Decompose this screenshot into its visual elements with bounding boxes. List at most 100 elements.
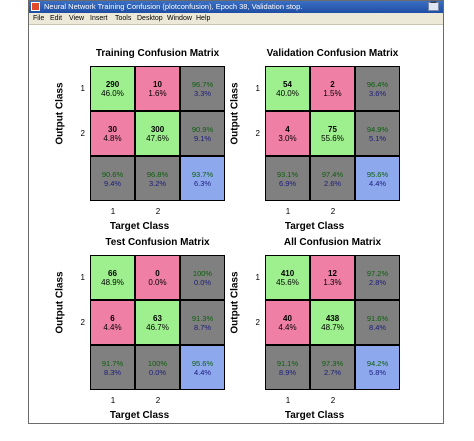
cell-percent: 46.0% xyxy=(101,89,124,98)
cell-count: 438 xyxy=(325,314,340,323)
training-cell-r1-c3: 96.7% 3.3% xyxy=(180,66,225,111)
menu-window[interactable]: Window xyxy=(167,15,192,22)
all-xlabel: Target Class xyxy=(284,410,345,421)
figure-window: Neural Network Training Confusion (plotc… xyxy=(28,0,444,424)
training-xtick: 1 xyxy=(110,207,116,216)
cell-error: 3.3% xyxy=(193,89,212,98)
all-ytick: 2 xyxy=(255,318,260,327)
cell-count: 4 xyxy=(285,125,290,134)
menu-bar: File Edit View Insert Tools Desktop Wind… xyxy=(29,13,443,25)
validation-matrix-title: Validation Confusion Matrix xyxy=(266,48,399,59)
cell-accuracy: 91.3% xyxy=(191,314,214,323)
cell-accuracy: 91.7% xyxy=(101,359,124,368)
cell-count: 0 xyxy=(155,269,160,278)
training-cell-r2-c3: 90.9% 9.1% xyxy=(180,111,225,156)
test-cell-r2-c3: 91.3% 8.7% xyxy=(180,300,225,345)
cell-count: 54 xyxy=(283,80,292,89)
cell-count: 30 xyxy=(108,125,117,134)
cell-error: 3.2% xyxy=(148,179,167,188)
validation-ytick: 1 xyxy=(255,84,260,93)
all-cell-r1-c2: 12 1.3% xyxy=(310,255,355,300)
test-cell-r3-c3: 95.6% 4.4% xyxy=(180,345,225,390)
cell-percent: 48.9% xyxy=(101,278,124,287)
validation-cell-r1-c1: 54 40.0% xyxy=(265,66,310,111)
training-xtick: 2 xyxy=(155,207,161,216)
validation-cell-r2-c3: 94.9% 5.1% xyxy=(355,111,400,156)
minimize-icon[interactable]: ▔ xyxy=(428,2,439,11)
cell-error: 2.8% xyxy=(368,278,387,287)
all-matrix-title: All Confusion Matrix xyxy=(283,237,382,248)
cell-count: 410 xyxy=(280,269,295,278)
training-confusion-matrix: 290 46.0% 10 1.6% 96.7% 3.3% 30 4.8% 300 47.6% 90.… xyxy=(90,66,225,201)
all-ytick: 1 xyxy=(255,273,260,282)
cell-error: 4.4% xyxy=(368,179,387,188)
cell-count: 75 xyxy=(328,125,337,134)
cell-accuracy: 94.9% xyxy=(366,125,389,134)
cell-percent: 1.3% xyxy=(323,278,342,287)
all-cell-r2-c3: 91.6% 8.4% xyxy=(355,300,400,345)
cell-accuracy: 90.6% xyxy=(101,170,124,179)
cell-percent: 1.5% xyxy=(323,89,342,98)
cell-percent: 0.0% xyxy=(148,278,167,287)
cell-error: 5.8% xyxy=(368,368,387,377)
cell-error: 6.3% xyxy=(193,179,212,188)
cell-error: 4.4% xyxy=(193,368,212,377)
all-xtick: 2 xyxy=(330,396,336,405)
validation-cell-r2-c1: 4 3.0% xyxy=(265,111,310,156)
cell-accuracy: 100% xyxy=(147,359,168,368)
cell-count: 10 xyxy=(153,80,162,89)
test-cell-r3-c1: 91.7% 8.3% xyxy=(90,345,135,390)
training-cell-r2-c1: 30 4.8% xyxy=(90,111,135,156)
validation-xtick: 1 xyxy=(285,207,291,216)
training-xlabel: Target Class xyxy=(109,221,170,232)
menu-desktop[interactable]: Desktop xyxy=(137,15,163,22)
menu-view[interactable]: View xyxy=(69,15,85,22)
cell-accuracy: 90.9% xyxy=(191,125,214,134)
plot-area: Training Confusion Matrix 290 46.0% 10 1.6% 9… xyxy=(29,25,443,423)
training-cell-r2-c2: 300 47.6% xyxy=(135,111,180,156)
training-matrix-title: Training Confusion Matrix xyxy=(95,48,220,59)
test-ylabel: Output Class xyxy=(54,271,66,334)
menu-edit[interactable]: Edit xyxy=(50,15,63,22)
cell-count: 40 xyxy=(283,314,292,323)
all-cell-r3-c3: 94.2% 5.8% xyxy=(355,345,400,390)
title-bar[interactable]: Neural Network Training Confusion (plotc… xyxy=(29,1,443,13)
cell-accuracy: 93.7% xyxy=(191,170,214,179)
cell-count: 2 xyxy=(330,80,335,89)
training-ytick: 2 xyxy=(80,129,85,138)
test-xtick: 1 xyxy=(110,396,116,405)
test-ytick: 1 xyxy=(80,273,85,282)
menu-tools[interactable]: Tools xyxy=(115,15,132,22)
cell-accuracy: 91.6% xyxy=(366,314,389,323)
menu-help[interactable]: Help xyxy=(196,15,211,22)
cell-accuracy: 96.8% xyxy=(146,170,169,179)
cell-accuracy: 96.7% xyxy=(191,80,214,89)
cell-count: 290 xyxy=(105,80,120,89)
cell-percent: 45.6% xyxy=(276,278,299,287)
validation-cell-r3-c1: 93.1% 6.9% xyxy=(265,156,310,201)
training-cell-r1-c2: 10 1.6% xyxy=(135,66,180,111)
validation-ylabel: Output Class xyxy=(229,82,241,145)
all-cell-r2-c1: 40 4.4% xyxy=(265,300,310,345)
all-ylabel: Output Class xyxy=(229,271,241,334)
validation-xlabel: Target Class xyxy=(284,221,345,232)
cell-error: 6.9% xyxy=(278,179,297,188)
cell-percent: 46.7% xyxy=(146,323,169,332)
cell-accuracy: 94.2% xyxy=(366,359,389,368)
menu-insert[interactable]: Insert xyxy=(90,15,108,22)
all-cell-r1-c3: 97.2% 2.8% xyxy=(355,255,400,300)
training-cell-r3-c2: 96.8% 3.2% xyxy=(135,156,180,201)
test-cell-r2-c2: 63 46.7% xyxy=(135,300,180,345)
validation-cell-r1-c2: 2 1.5% xyxy=(310,66,355,111)
window-title: Neural Network Training Confusion (plotc… xyxy=(44,2,303,11)
matlab-figure-icon xyxy=(31,2,40,11)
validation-confusion-matrix: 54 40.0% 2 1.5% 96.4% 3.6% 4 3.0% 75 55.6% 94.9% 5.… xyxy=(265,66,400,201)
cell-accuracy: 96.4% xyxy=(366,80,389,89)
all-cell-r2-c2: 438 48.7% xyxy=(310,300,355,345)
test-cell-r1-c3: 100% 0.0% xyxy=(180,255,225,300)
validation-cell-r3-c2: 97.4% 2.6% xyxy=(310,156,355,201)
all-xtick: 1 xyxy=(285,396,291,405)
cell-error: 8.7% xyxy=(193,323,212,332)
training-ytick: 1 xyxy=(80,84,85,93)
menu-file[interactable]: File xyxy=(33,15,45,22)
